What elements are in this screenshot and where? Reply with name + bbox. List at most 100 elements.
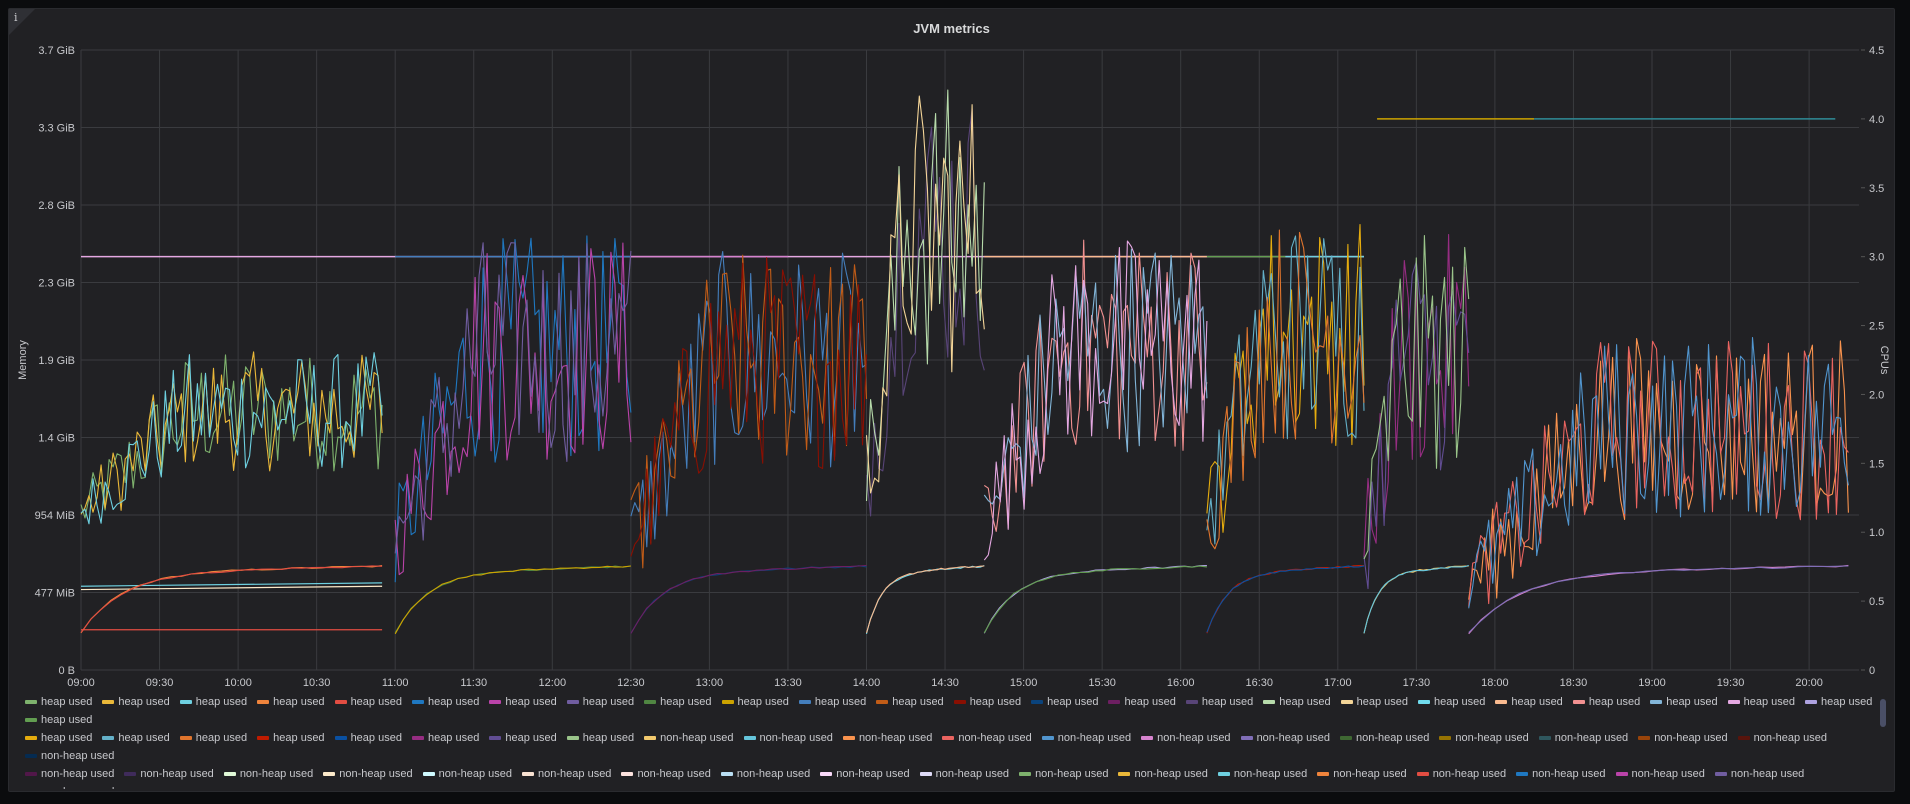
legend-item[interactable]: heap used [1031, 693, 1098, 711]
series-line[interactable] [1468, 564, 1849, 635]
legend-item[interactable]: non-heap used [223, 765, 313, 783]
legend-item[interactable]: non-heap used [644, 729, 734, 747]
series-line[interactable] [630, 254, 868, 569]
series-line[interactable] [1468, 565, 1849, 633]
series-line[interactable] [80, 352, 383, 525]
legend-item[interactable]: non-heap used [422, 765, 512, 783]
legend-item[interactable]: non-heap used [1615, 765, 1705, 783]
legend-item[interactable]: heap used [257, 729, 325, 747]
legend-item[interactable]: heap used [1418, 693, 1485, 711]
series-line[interactable] [630, 564, 867, 634]
legend-item[interactable]: heap used [1650, 693, 1718, 711]
series-line[interactable] [1206, 229, 1365, 550]
legend-item[interactable]: non-heap used [25, 765, 114, 783]
legend-item[interactable]: heap used [334, 693, 402, 711]
legend-item[interactable]: non-heap used [1317, 765, 1407, 783]
legend-item[interactable]: heap used [102, 729, 170, 747]
legend-item[interactable]: heap used [489, 693, 557, 711]
legend-item[interactable]: non-heap used [1240, 729, 1330, 747]
legend-item[interactable]: heap used [411, 693, 479, 711]
legend-item[interactable]: non-heap used [25, 747, 114, 765]
series-line[interactable] [1468, 336, 1849, 609]
legend-item[interactable]: heap used [1495, 693, 1563, 711]
legend-item[interactable]: heap used [1185, 693, 1253, 711]
legend-item[interactable]: non-heap used [522, 765, 611, 783]
legend-item[interactable]: non-heap used [919, 765, 1009, 783]
series-line[interactable] [80, 351, 383, 515]
legend-item[interactable]: non-heap used [621, 765, 711, 783]
legend-item[interactable]: heap used [411, 729, 479, 747]
legend-item[interactable]: heap used [334, 729, 402, 747]
series-line[interactable] [1363, 564, 1469, 634]
series-line[interactable] [865, 89, 985, 502]
legend-item[interactable]: heap used [566, 729, 634, 747]
legend-item[interactable]: heap used [489, 729, 557, 747]
legend-item[interactable]: non-heap used [1516, 765, 1606, 783]
legend-item[interactable]: non-heap used [820, 765, 910, 783]
series-line[interactable] [865, 95, 985, 494]
legend-item[interactable]: non-heap used [323, 765, 413, 783]
legend-item[interactable]: non-heap used [1217, 765, 1307, 783]
series-line[interactable] [983, 565, 1207, 634]
legend-item[interactable]: heap used [566, 693, 634, 711]
legend-item[interactable]: heap used [102, 693, 170, 711]
legend-item[interactable]: heap used [798, 693, 866, 711]
info-icon[interactable]: i [14, 11, 18, 24]
series-line[interactable] [80, 582, 383, 587]
legend-item[interactable]: non-heap used [1714, 765, 1804, 783]
series-line[interactable] [983, 240, 1208, 561]
legend-item[interactable]: non-heap used [1339, 729, 1429, 747]
series-line[interactable] [983, 565, 1207, 634]
legend-item[interactable]: non-heap used [1737, 729, 1827, 747]
legend-item[interactable]: non-heap used [1439, 729, 1529, 747]
legend-item[interactable]: heap used [1572, 693, 1640, 711]
series-line[interactable] [80, 565, 383, 634]
series-line[interactable] [983, 248, 1208, 505]
legend-item[interactable]: heap used [721, 693, 789, 711]
legend-item[interactable]: heap used [25, 711, 92, 729]
legend-scrollbar[interactable] [1880, 699, 1886, 727]
series-line[interactable] [80, 565, 383, 633]
series-line[interactable] [394, 242, 632, 576]
legend-item[interactable]: heap used [1804, 693, 1872, 711]
series-line[interactable] [1468, 337, 1849, 600]
legend-item[interactable]: non-heap used [743, 729, 833, 747]
series-line[interactable] [1468, 340, 1849, 607]
legend-item[interactable]: non-heap used [1638, 729, 1728, 747]
series-line[interactable] [1206, 565, 1365, 633]
legend-item[interactable]: heap used [1263, 693, 1331, 711]
legend-item[interactable]: heap used [876, 693, 944, 711]
legend-item[interactable]: non-heap used [124, 765, 214, 783]
legend-item[interactable]: heap used [25, 729, 92, 747]
legend-item[interactable]: non-heap used [1041, 729, 1131, 747]
legend-item[interactable]: non-heap used [1019, 765, 1108, 783]
legend-item[interactable]: heap used [179, 693, 247, 711]
legend-item[interactable]: non-heap used [842, 729, 932, 747]
series-line[interactable] [394, 235, 632, 583]
legend-item[interactable]: heap used [179, 729, 247, 747]
series-line[interactable] [80, 585, 383, 591]
legend-item[interactable]: heap used [257, 693, 325, 711]
legend-item[interactable]: heap used [1108, 693, 1176, 711]
legend-item[interactable]: non-heap used [942, 729, 1032, 747]
legend-item[interactable]: heap used [644, 693, 712, 711]
series-line[interactable] [1206, 565, 1365, 634]
series-line[interactable] [1206, 223, 1365, 533]
info-corner[interactable] [9, 9, 35, 35]
legend-item[interactable]: non-heap used [25, 783, 114, 789]
legend-item[interactable]: non-heap used [1141, 729, 1231, 747]
series-line[interactable] [80, 354, 383, 519]
legend-item[interactable]: non-heap used [1416, 765, 1506, 783]
series-line[interactable] [865, 565, 985, 634]
series-line[interactable] [983, 239, 1208, 532]
legend-item[interactable]: non-heap used [720, 765, 810, 783]
legend-item[interactable]: heap used [1340, 693, 1408, 711]
series-line[interactable] [865, 564, 985, 635]
series-line[interactable] [394, 242, 632, 554]
legend-item[interactable]: non-heap used [1118, 765, 1208, 783]
legend-item[interactable]: heap used [953, 693, 1021, 711]
legend-item[interactable]: heap used [1727, 693, 1795, 711]
series-line[interactable] [1363, 235, 1470, 560]
series-line[interactable] [394, 565, 631, 635]
series-line[interactable] [630, 565, 867, 634]
